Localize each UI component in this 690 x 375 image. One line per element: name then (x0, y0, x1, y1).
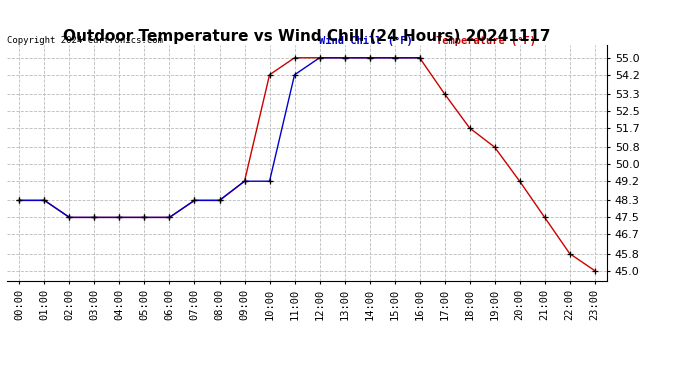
Text: Temperature (°F): Temperature (°F) (436, 36, 536, 45)
Text: Wind Chill (°F): Wind Chill (°F) (319, 36, 413, 46)
Title: Outdoor Temperature vs Wind Chill (24 Hours) 20241117: Outdoor Temperature vs Wind Chill (24 Ho… (63, 29, 551, 44)
Text: Copyright 2024 Curtronics.com: Copyright 2024 Curtronics.com (7, 36, 163, 45)
